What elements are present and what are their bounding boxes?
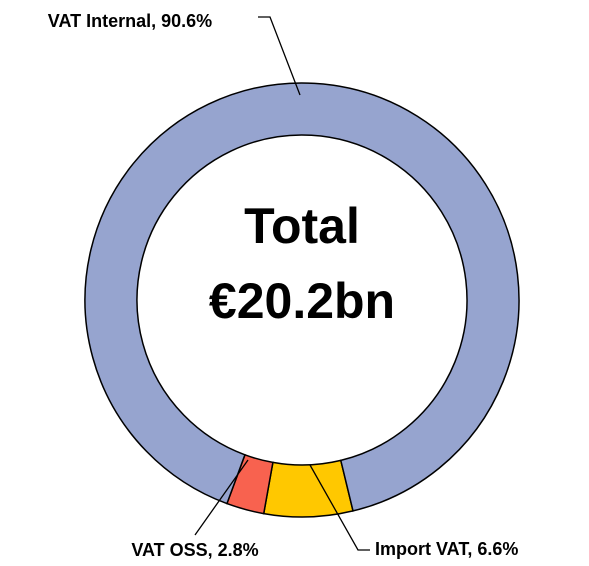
leader-line	[309, 464, 370, 551]
donut-slice	[84, 82, 520, 512]
center-text: €20.2bn	[209, 273, 395, 329]
center-text: Total	[244, 198, 360, 254]
leader-line	[194, 459, 249, 536]
leader-line	[258, 16, 301, 96]
data-label: VAT Internal, 90.6%	[48, 11, 212, 31]
data-label: VAT OSS, 2.8%	[131, 540, 258, 560]
donut-slice	[262, 459, 354, 518]
data-label: Import VAT, 6.6%	[375, 539, 518, 559]
